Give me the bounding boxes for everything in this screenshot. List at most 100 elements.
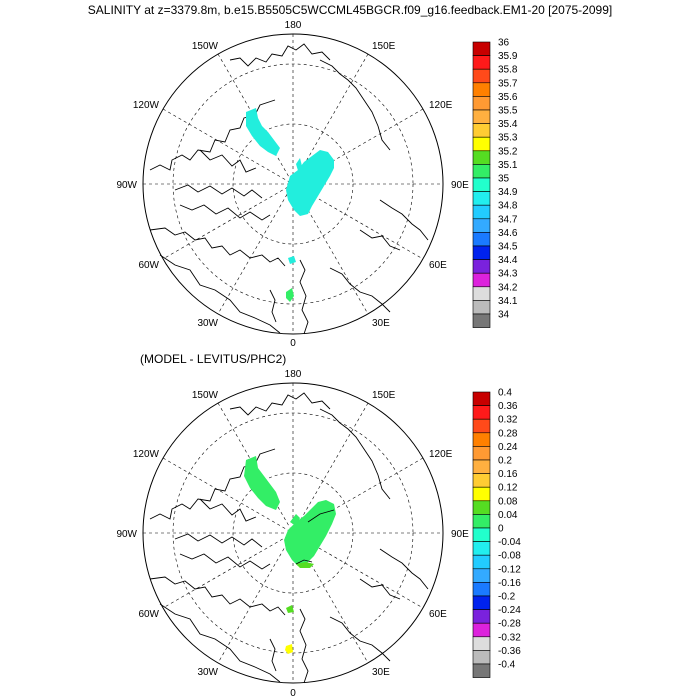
colorbar-swatch [472,313,491,328]
colorbar-tick-label: 34.2 [498,282,518,293]
colorbar-swatch [472,527,491,542]
colorbar-swatch [472,164,491,179]
colorbar-tick-label: 34.4 [498,255,518,266]
plot-title: SALINITY at z=3379.8m, b.e15.B5505C5WCCM… [87,3,613,17]
colorbar-tick-label: -0.24 [498,605,521,616]
colorbar-swatch [472,272,491,288]
colorbar-swatch [472,622,491,638]
lon-label-120w: 120W [133,100,160,111]
colorbar-swatch [472,663,491,678]
colorbar-swatch [472,245,491,260]
colorbar-tick-label: 0.2 [498,456,512,467]
colorbar-tick-label: 35.7 [498,78,518,89]
colorbar-swatch [472,204,491,220]
lon-label-180: 180 [285,20,302,31]
colorbar-tick-label: 35.6 [498,92,518,103]
colorbar-tick-label: -0.28 [498,619,521,630]
colorbar-tick-label: 34 [498,310,510,321]
colorbar-tick-label: 35.3 [498,133,518,144]
field-patch-small-1 [286,605,294,613]
colorbar-tick-label: 34.1 [498,296,518,307]
colorbar-tick-label: 34.8 [498,201,518,212]
field-patch-small-yellow [285,644,293,654]
longitude-labels: 180 0 90W 90E 150W 120W 60W 30W 150E 120… [116,369,469,699]
field-patch-strip [296,158,302,174]
lon-label-120e: 120E [429,449,453,460]
colorbar-tick-label: 35.1 [498,160,518,171]
lon-label-30e: 30E [372,318,390,329]
colorbar-swatch [472,500,491,515]
salinity-map: 180 0 90W 90E 150W 120W 60W 30W 150E 120… [116,20,518,349]
lon-label-60e: 60E [429,609,447,620]
longitude-labels: 180 0 90W 90E 150W 120W 60W 30W 150E 120… [116,20,469,349]
lon-label-90e: 90E [451,529,469,540]
colorbar-swatch [472,177,491,192]
lon-label-30e: 30E [372,667,390,678]
colorbar-tick-label: -0.36 [498,646,521,657]
field-patch-small-2 [286,288,294,302]
lon-label-150w: 150W [192,390,219,401]
colorbar-tick-label: 35.8 [498,65,518,76]
colorbar-swatch [472,218,491,233]
colorbar-tick-label: 0.08 [498,496,518,507]
lon-label-150e: 150E [372,390,396,401]
colorbar-difference: 0.4 0.36 0.32 0.28 0.24 0.2 0.16 0.12 0.08 0.04 0 -… [472,388,521,678]
colorbar-swatch [472,55,491,70]
colorbar-swatch [472,300,491,315]
lon-label-150w: 150W [192,41,219,52]
coastlines [149,43,429,335]
colorbar-tick-label: -0.08 [498,551,521,562]
colorbar-salinity: 36 35.9 35.8 35.7 35.6 35.5 35.4 35.3 35.2 35.1 35… [472,38,518,328]
colorbar-tick-label: -0.4 [498,660,516,671]
colorbar-swatch [472,650,491,665]
colorbar-tick-label: 34.6 [498,228,518,239]
colorbar-swatch [472,68,491,84]
contour-line [307,509,335,523]
colorbar-swatch [472,432,491,447]
colorbar-tick-label: 0.16 [498,469,518,480]
colorbar-tick-label: 0.12 [498,483,518,494]
colorbar-tick-label: 35.9 [498,51,518,62]
colorbar-swatch [472,473,491,488]
colorbar-swatch [472,486,491,502]
colorbar-swatch [472,554,491,570]
colorbar-swatch [472,514,491,529]
colorbar-tick-label: -0.32 [498,632,521,643]
field-patch-alaska [244,456,280,510]
colorbar-tick-label: 34.5 [498,242,518,253]
colorbar-tick-label: 35.2 [498,146,518,157]
colorbar-tick-label: 0.24 [498,442,518,453]
lon-label-0: 0 [290,688,296,699]
colorbar-swatch [472,286,491,301]
colorbar-tick-label: -0.04 [498,537,521,548]
colorbar-tick-label: 34.7 [498,214,518,225]
colorbar-swatch [472,232,491,247]
colorbar-tick-label: -0.2 [498,592,516,603]
polar-projection [142,382,444,684]
colorbar-swatch [472,595,491,610]
lon-label-120e: 120E [429,100,453,111]
field-patch-central-arctic [284,500,336,566]
colorbar-tick-label: 34.9 [498,187,518,198]
colorbar-swatch [472,568,491,583]
colorbar-tick-label: 0.04 [498,510,518,521]
colorbar-swatch [472,391,491,406]
lon-label-150e: 150E [372,41,396,52]
lon-label-30w: 30W [197,318,218,329]
field-patch-edge [296,562,314,568]
colorbar-swatch [472,150,491,165]
colorbar-swatch [472,96,491,111]
colorbar-swatch [472,259,491,274]
colorbar-swatch [472,82,491,97]
colorbar-swatch [472,541,491,556]
colorbar-swatch [472,636,491,651]
lon-label-120w: 120W [133,449,160,460]
colorbar-swatch [472,459,491,474]
contour-line [295,559,313,565]
lon-label-0: 0 [290,338,296,349]
colorbar-tick-label: 0.28 [498,428,518,439]
colorbar-tick-label: -0.12 [498,564,521,575]
lon-label-60e: 60E [429,260,447,271]
colorbar-swatch [472,191,491,206]
colorbar-tick-label: 35.4 [498,119,518,130]
